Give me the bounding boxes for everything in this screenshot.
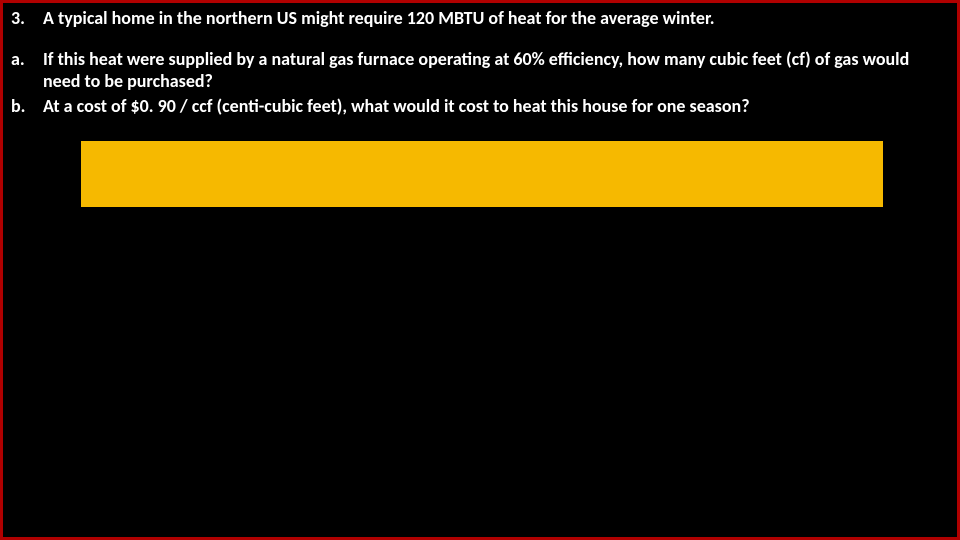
part-b-label: b.: [11, 95, 43, 118]
slide-container: 3. A typical home in the northern US mig…: [0, 0, 960, 540]
part-a-text: If this heat were supplied by a natural …: [43, 48, 949, 93]
answer-highlight-box: [81, 141, 883, 207]
part-b-row: b. At a cost of $0. 90 / ccf (centi-cubi…: [11, 95, 949, 118]
question-row: 3. A typical home in the northern US mig…: [11, 7, 949, 30]
question-number: 3.: [11, 7, 43, 30]
part-b-text: At a cost of $0. 90 / ccf (centi-cubic f…: [43, 95, 949, 118]
question-text: A typical home in the northern US might …: [43, 7, 949, 30]
part-a-row: a. If this heat were supplied by a natur…: [11, 48, 949, 93]
part-a-label: a.: [11, 48, 43, 71]
slide-content: 3. A typical home in the northern US mig…: [3, 3, 957, 117]
spacer: [11, 32, 949, 48]
